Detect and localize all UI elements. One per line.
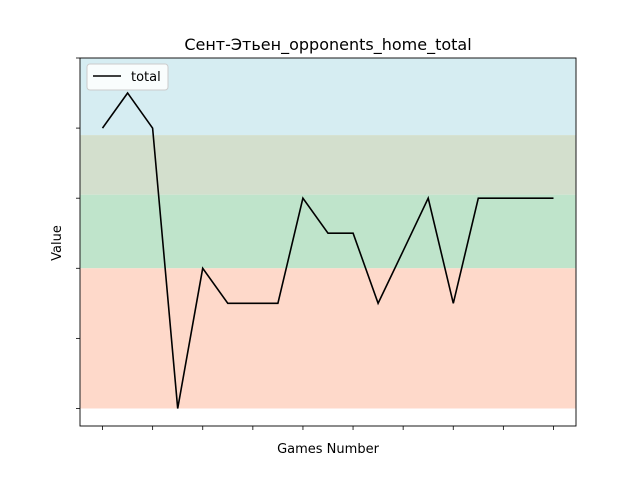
y-axis-ticks	[76, 57, 80, 409]
x-axis-label: Games Number	[277, 442, 379, 457]
background-band-2	[80, 194, 576, 269]
background-bands	[80, 58, 576, 409]
chart-title: Сент-Этьен_opponents_home_total	[184, 35, 471, 55]
legend: total	[86, 63, 169, 91]
legend-box	[86, 63, 169, 91]
x-axis-ticks	[102, 426, 554, 430]
y-axis-label: Value	[50, 225, 65, 261]
background-band-1	[80, 135, 576, 195]
plot-frame	[79, 57, 577, 427]
background-band-3	[80, 268, 576, 409]
series-line-total	[101, 91, 554, 409]
legend-label-total: total	[131, 70, 161, 85]
